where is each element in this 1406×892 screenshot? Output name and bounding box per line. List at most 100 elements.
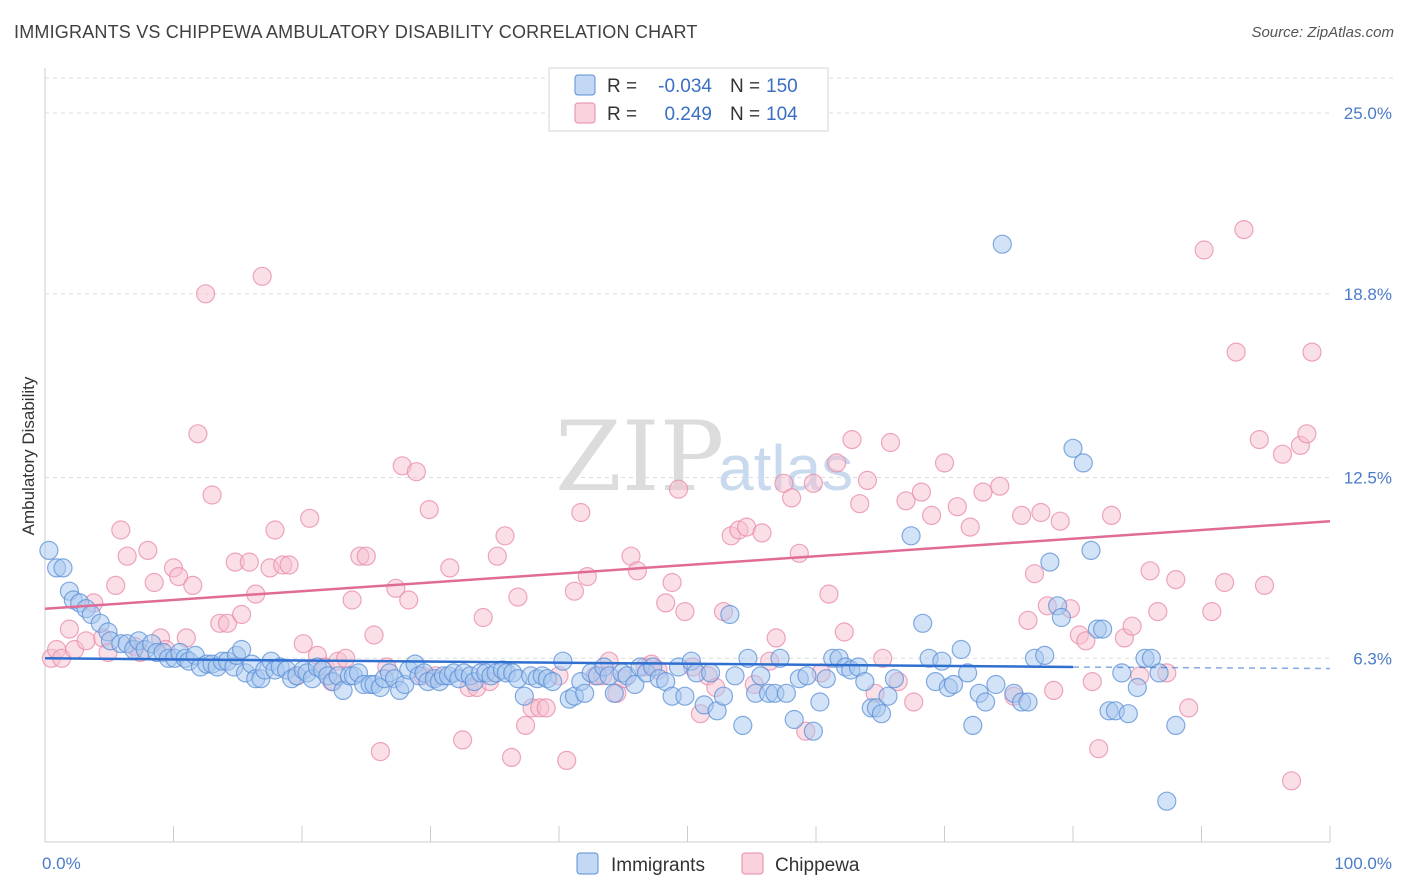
watermark-zip: ZIP: [555, 401, 724, 513]
immigrants-point-170: [1063, 438, 1083, 458]
chippewa-point-110: [834, 622, 854, 642]
chippewa-point-48: [370, 741, 390, 762]
legend-swatch-chippewa: [574, 102, 596, 124]
chippewa-point-103: [781, 488, 802, 508]
immigrants-point-124: [738, 648, 758, 668]
chippewa-point-38: [300, 508, 320, 528]
immigrants-point-147: [884, 669, 905, 689]
chippewa-point-153: [1234, 220, 1254, 240]
immigrants-point-103: [604, 683, 624, 703]
chippewa-point-63: [487, 546, 507, 566]
immigrants-point-134: [803, 721, 824, 741]
immigrants-point-88: [514, 686, 534, 706]
chippewa-point-124: [960, 517, 980, 537]
chippewa-point-133: [1044, 680, 1064, 701]
chippewa-point-128: [1011, 505, 1032, 526]
bottom-legend-swatch-immigrants: [576, 852, 599, 875]
chippewa-point-160: [1302, 342, 1322, 362]
chippewa-point-134: [1050, 511, 1070, 531]
chippewa-point-31: [252, 266, 272, 286]
legend: R = -0.034 N = 150 R = 0.249 N = 104: [548, 67, 829, 132]
chippewa-point-101: [766, 628, 786, 648]
immigrants-point-130: [776, 683, 797, 703]
legend-n-label-chippewa: N =: [730, 104, 760, 125]
chippewa-point-57: [440, 558, 460, 578]
chippewa-point-131: [1031, 502, 1051, 523]
immigrants-trend-extension: [1072, 666, 1331, 670]
chippewa-point-29: [239, 552, 259, 572]
immigrants-point-149: [913, 613, 933, 633]
immigrants-trend-line: [44, 657, 1074, 669]
immigrants-point-135: [810, 692, 830, 712]
chippewa-point-138: [1082, 671, 1102, 692]
immigrants-point-148: [901, 526, 921, 546]
immigrants-point-146: [878, 686, 898, 706]
chippewa-point-64: [495, 526, 515, 546]
bottom-legend: Immigrants Chippewa: [576, 852, 860, 876]
immigrants-point-129: [770, 648, 790, 668]
immigrants-point-160: [986, 674, 1006, 695]
chippewa-point-154: [1249, 430, 1269, 450]
immigrants-point-154: [943, 674, 964, 695]
legend-n-value-immigrants: 150: [766, 76, 798, 97]
immigrants-point-182: [1149, 663, 1169, 683]
chippewa-point-108: [819, 584, 839, 604]
chippewa-point-122: [934, 453, 955, 473]
trend-lines: [44, 519, 1331, 670]
immigrants-point-161: [992, 234, 1012, 254]
immigrants-point-98: [575, 683, 595, 703]
chippewa-point-61: [473, 607, 493, 628]
chippewa-point-118: [896, 491, 916, 511]
chippewa-point-26: [217, 613, 238, 633]
y-tick-labels: 6.3% 12.5% 18.8% 25.0%: [1344, 104, 1392, 668]
immigrants-point-123: [733, 715, 753, 736]
immigrants-point-171: [1073, 453, 1093, 473]
x-tick-label-min: 0.0%: [42, 854, 81, 873]
chippewa-point-116: [880, 432, 901, 453]
immigrants-point-177: [1112, 663, 1132, 683]
immigrants-point-159: [975, 692, 996, 712]
immigrants-point-2: [53, 558, 73, 578]
immigrants-point-174: [1092, 619, 1113, 639]
chippewa-point-139: [1089, 739, 1109, 759]
immigrants-point-126: [751, 666, 771, 686]
immigrants-point-157: [963, 715, 983, 736]
chippewa-point-28: [232, 604, 252, 625]
chippewa-point-99: [752, 523, 772, 543]
immigrants-point-136: [816, 669, 836, 689]
chippewa-point-123: [947, 497, 967, 517]
chippewa-point-106: [803, 473, 824, 493]
chippewa-point-156: [1272, 444, 1293, 464]
chippewa-point-151: [1214, 572, 1235, 593]
legend-r-label-chippewa: R =: [607, 104, 637, 125]
chippewa-point-121: [921, 505, 942, 526]
y-tick-label-1: 12.5%: [1344, 468, 1392, 487]
chart-title: IMMIGRANTS VS CHIPPEWA AMBULATORY DISABI…: [14, 22, 698, 42]
chippewa-point-115: [873, 648, 893, 668]
immigrants-point-155: [951, 639, 971, 660]
source-label: Source: ZipAtlas.com: [1251, 24, 1394, 41]
chippewa-point-144: [1140, 561, 1160, 581]
watermark: ZIP atlas: [555, 401, 853, 513]
legend-swatch-immigrants: [574, 74, 596, 96]
immigrants-points: [39, 234, 1186, 811]
immigrants-point-169: [1051, 607, 1072, 628]
immigrants-point-166: [1035, 645, 1055, 666]
chippewa-point-74: [571, 502, 591, 523]
chippewa-trend-line: [44, 519, 1331, 610]
immigrants-point-131: [784, 709, 804, 730]
chippewa-point-130: [1024, 564, 1045, 584]
chippewa-point-35: [279, 555, 299, 575]
immigrants-point-121: [720, 604, 740, 625]
chippewa-point-14: [138, 540, 158, 561]
immigrants-point-118: [700, 663, 721, 683]
chippewa-point-88: [668, 479, 689, 499]
chippewa-point-67: [515, 715, 536, 736]
chippewa-point-109: [826, 453, 847, 473]
immigrants-point-178: [1118, 704, 1138, 724]
chippewa-point-129: [1018, 610, 1038, 631]
immigrants-point-94: [553, 651, 573, 671]
chippewa-point-19: [169, 566, 189, 587]
immigrants-point-33: [232, 639, 252, 660]
